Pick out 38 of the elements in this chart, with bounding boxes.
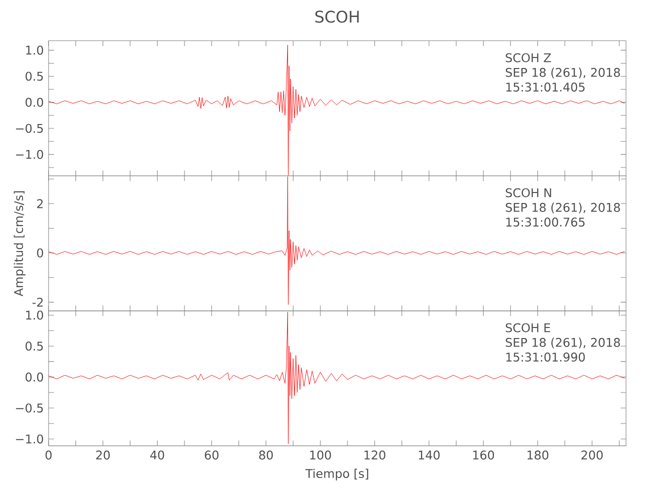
annotation: SEP 18 (261), 2018 (506, 68, 620, 78)
x-tick-label: 140 (418, 450, 440, 460)
x-tick-label: 200 (581, 450, 603, 460)
y-tick-label: 0.0 (26, 372, 44, 382)
annotation: SCOH E (506, 323, 550, 332)
line-series (48, 176, 625, 305)
annotation: 15:31:00.765 (506, 218, 585, 227)
y-tick-label: 0.5 (26, 72, 43, 81)
y-tick-label: 2 (37, 199, 43, 208)
x-tick-label: 20 (96, 450, 110, 460)
x-tick-label: 100 (310, 450, 331, 460)
annotation: 15:31:01.405 (506, 82, 585, 92)
line-series (48, 44, 625, 176)
y-tick-label: −0.5 (16, 124, 43, 133)
x-tick-label: 120 (364, 450, 386, 460)
x-tick-label: 60 (204, 450, 218, 460)
annotation: SCOH Z (506, 53, 551, 62)
y-tick-label: 0 (37, 248, 44, 258)
chart-title: SCOH (315, 10, 359, 23)
x-tick-label: 40 (150, 450, 164, 460)
x-axis-title: Tiempo [s] (305, 468, 368, 480)
y-tick-label: 0.0 (26, 98, 44, 107)
y-tick-label: 0.5 (26, 342, 43, 351)
y-tick-label: 1.0 (26, 46, 44, 55)
x-tick-label: 160 (473, 450, 494, 460)
y-tick-label: −0.5 (16, 403, 43, 413)
x-tick-label: 80 (259, 450, 273, 460)
annotation: 15:31:01.990 (506, 352, 585, 362)
x-tick-label: 0 (46, 450, 52, 460)
x-tick-label: 180 (528, 450, 548, 460)
annotation: SCOH N (506, 188, 552, 198)
y-axis-title: Amplitud [cm/s/s] (14, 191, 26, 296)
y-tick-label: 1.0 (26, 310, 44, 320)
annotation: SEP 18 (261), 2018 (506, 338, 620, 348)
annotation: SEP 18 (261), 2018 (506, 202, 620, 214)
y-tick-label: -2 (32, 298, 43, 307)
y-tick-label: −1.0 (16, 434, 44, 444)
y-tick-label: −1.0 (16, 150, 44, 159)
